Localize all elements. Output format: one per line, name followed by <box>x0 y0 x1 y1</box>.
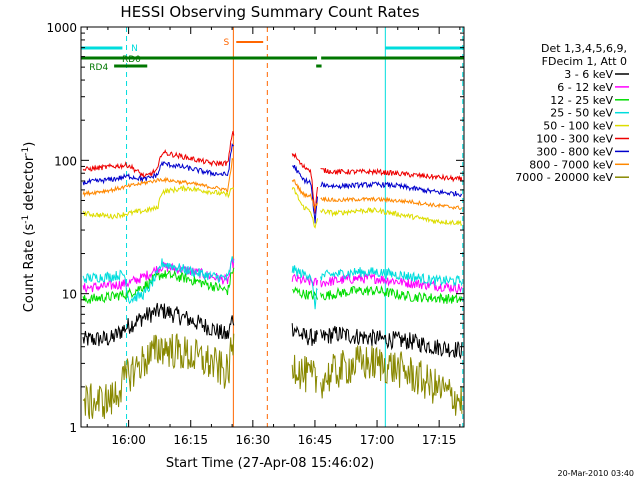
series-line-2 <box>82 267 463 305</box>
chart-legend: Det 1,3,4,5,6,9, FDecim 1, Att 0 3 - 6 k… <box>515 42 629 184</box>
x-tick-label: 16:30 <box>236 433 271 447</box>
y-axis-label: Count Rate (s-1 detector-1) <box>21 142 37 313</box>
legend-label-4: 50 - 100 keV <box>543 120 613 133</box>
band-label-rd0: RD0 <box>122 55 141 65</box>
x-axis-label: Start Time (27-Apr-08 15:46:02) <box>166 456 374 471</box>
legend-label-6: 300 - 800 keV <box>536 145 613 158</box>
band-label-s: S <box>224 38 230 48</box>
plot-frame <box>80 26 465 428</box>
series-line-4 <box>82 184 463 229</box>
series-line-7 <box>82 157 463 211</box>
legend-label-2: 12 - 25 keV <box>550 94 613 107</box>
y-tick-label: 100 <box>54 154 77 168</box>
legend-label-0: 3 - 6 keV <box>564 68 613 81</box>
x-tick-label: 16:15 <box>173 433 208 447</box>
axes: 16:00 16:15 16:30 16:45 17:00 17:15 1 10 100 1000 <box>46 21 465 447</box>
x-tick-label: 16:00 <box>111 433 146 447</box>
x-tick-label: 17:00 <box>360 433 395 447</box>
legend-label-3: 25 - 50 keV <box>550 107 613 120</box>
legend-label-1: 6 - 12 keV <box>557 81 613 94</box>
x-tick-label: 16:45 <box>298 433 333 447</box>
y-tick-label: 1 <box>69 421 77 435</box>
series-line-8 <box>82 333 463 420</box>
series-line-3 <box>82 256 463 310</box>
legend-header-line-1: Det 1,3,4,5,6,9, <box>541 42 627 55</box>
band-label-n: N <box>131 44 138 54</box>
legend-label-5: 100 - 300 keV <box>536 133 613 146</box>
legend-label-8: 7000 - 20000 keV <box>515 171 613 184</box>
series-line-6 <box>82 142 463 224</box>
series-line-5 <box>82 130 463 214</box>
series-layer <box>82 130 463 420</box>
x-tick-label: 17:15 <box>422 433 457 447</box>
y-tick-label: 1000 <box>46 21 77 35</box>
series-line-0 <box>82 302 463 360</box>
y-tick-label: 10 <box>62 288 77 302</box>
band-label-rd4: RD4 <box>89 63 108 73</box>
legend-header-line-2: FDecim 1, Att 0 <box>542 55 627 68</box>
chart-title: HESSI Observing Summary Count Rates <box>120 3 419 21</box>
render-timestamp: 20-Mar-2010 03:40 <box>557 469 635 478</box>
legend-label-7: 800 - 7000 keV <box>529 158 613 171</box>
